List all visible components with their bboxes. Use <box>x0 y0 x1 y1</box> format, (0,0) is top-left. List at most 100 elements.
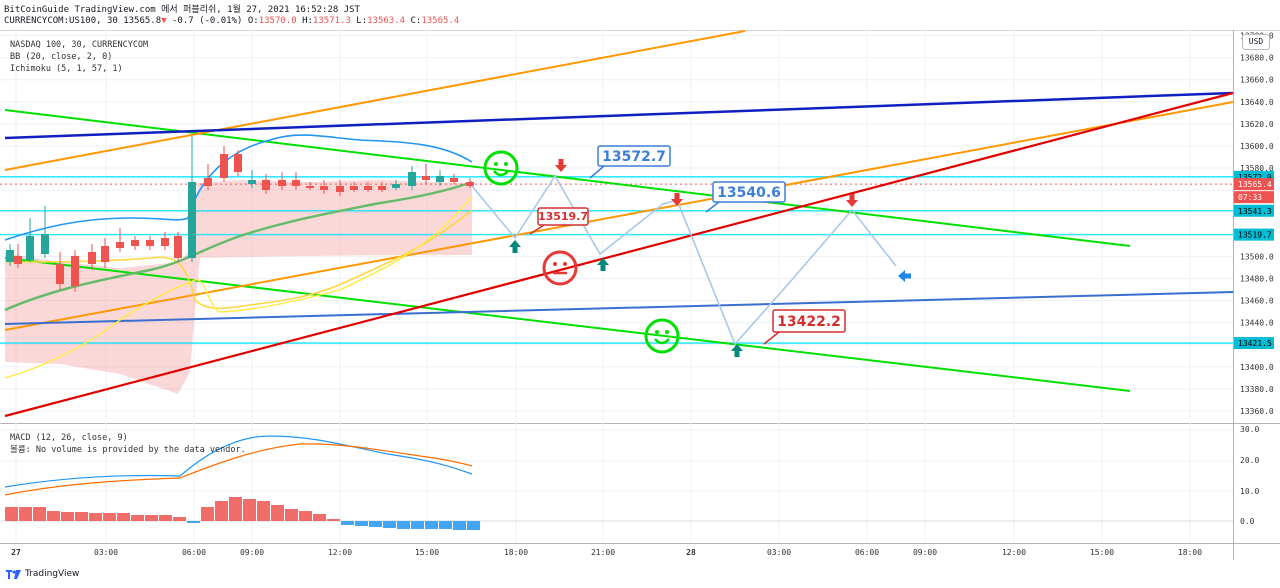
price-tag <box>1234 204 1274 217</box>
legend-symbol[interactable]: NASDAQ 100, 30, CURRENCYCOM <box>10 40 149 50</box>
candle-body <box>436 176 444 182</box>
tradingview-logo-icon <box>6 569 21 579</box>
macd-bar <box>187 521 200 523</box>
macd-bar <box>257 501 270 521</box>
macd-line <box>4 435 473 488</box>
candle-body <box>364 186 372 190</box>
blue-resistance-line <box>4 91 1234 140</box>
face-eye <box>504 162 508 166</box>
callout-pointer <box>529 224 545 235</box>
macd-bar <box>117 513 130 521</box>
candle-body <box>220 154 228 178</box>
callout-label: 13540.6 <box>717 185 781 201</box>
macd-bar <box>369 521 382 527</box>
macd-bar <box>411 521 424 529</box>
candle-body <box>88 252 96 264</box>
candle-body <box>116 242 124 248</box>
time-axis-label: 09:00 <box>913 548 937 557</box>
ichimoku-cloud <box>5 180 472 394</box>
face-mouth <box>654 338 670 345</box>
time-axis-label: 15:00 <box>415 548 439 557</box>
time-axis-label: 18:00 <box>504 548 528 557</box>
candle-body <box>234 154 242 172</box>
macd-bar <box>425 521 438 529</box>
symbol-ohlc-bar: CURRENCYCOM:US100, 30 13565.8▼ -0.7 (-0.… <box>4 16 460 26</box>
callout-label: 13519.7 <box>538 210 588 223</box>
happy-face-icon <box>483 150 519 186</box>
price-axis-label: 13500.0 <box>1240 252 1274 261</box>
channel-lower-line <box>4 257 1131 392</box>
macd-bar <box>383 521 396 528</box>
face-outline <box>644 318 680 354</box>
callout-label: 13572.7 <box>602 149 666 165</box>
candle-body <box>101 246 109 262</box>
candle-body <box>378 186 386 190</box>
price-axis-label: 13580.0 <box>1240 164 1274 173</box>
last-price: 13565.8 <box>123 16 162 26</box>
time-axis-label: 21:00 <box>591 548 615 557</box>
macd-bar <box>131 515 144 521</box>
callout-label: 13422.2 <box>777 314 841 330</box>
callout-box <box>537 207 589 226</box>
time-axis-label: 12:00 <box>1002 548 1026 557</box>
candle-body <box>174 236 182 258</box>
price-axis-label: 13380.0 <box>1240 385 1274 394</box>
candle-body <box>56 264 64 284</box>
time-axis-border <box>0 543 1280 544</box>
legend-bb[interactable]: BB (20, close, 2, 0) <box>10 52 113 62</box>
currency-button[interactable]: USD <box>1242 34 1270 50</box>
high-value: 13571.3 <box>312 16 351 26</box>
face-eye <box>655 330 659 334</box>
candles <box>6 136 474 292</box>
face-outline <box>483 150 519 186</box>
candle-body <box>336 186 344 192</box>
candle-body <box>278 180 286 186</box>
legend-ichimoku[interactable]: Ichimoku (5, 1, 57, 1) <box>10 64 123 74</box>
macd-bar <box>397 521 410 529</box>
face-eye <box>665 330 669 334</box>
price-axis-label: 13360.0 <box>1240 407 1274 416</box>
time-axis-label: 06:00 <box>182 548 206 557</box>
time-axis-label: 09:00 <box>240 548 264 557</box>
candle-body <box>306 186 314 188</box>
callout-pointer <box>705 201 720 213</box>
callout-box <box>712 181 786 203</box>
candle-body <box>422 176 430 180</box>
macd-bar <box>61 512 74 521</box>
neutral-face-icon <box>542 250 578 286</box>
symbol-label[interactable]: CURRENCYCOM:US100, 30 <box>4 16 118 26</box>
projection-path <box>471 174 897 346</box>
macd-bar <box>341 521 354 525</box>
macd-axis-label: 30.0 <box>1240 425 1259 434</box>
macd-bar <box>145 515 158 521</box>
price-tag <box>1234 178 1274 191</box>
bb-basis-line <box>4 180 473 312</box>
candle-body <box>392 184 400 188</box>
candle-body <box>6 250 14 262</box>
price-tag-label: 13519.7 <box>1238 231 1272 240</box>
macd-axis-label: 20.0 <box>1240 456 1259 465</box>
price-tag-label: 13572.0 <box>1238 173 1272 182</box>
price-axis-border <box>1233 30 1234 560</box>
face-mouth <box>493 170 509 177</box>
price-tag-label: 13541.3 <box>1238 207 1272 216</box>
macd-histogram <box>5 497 480 530</box>
macd-bar <box>299 511 312 521</box>
callout-box <box>772 309 846 333</box>
candle-body <box>408 172 416 186</box>
macd-bar <box>327 519 340 521</box>
candle-body <box>188 182 196 258</box>
macd-signal-line <box>4 443 473 496</box>
legend-macd[interactable]: MACD (12, 26, close, 9) <box>10 433 128 443</box>
callout-pointer <box>589 165 605 179</box>
down-arrow-icon: ▼ <box>161 16 167 26</box>
price-change: -0.7 (-0.01%) <box>172 16 243 26</box>
macd-bar <box>159 515 172 521</box>
macd-bar <box>215 501 228 521</box>
candle-body <box>146 240 154 246</box>
candle-body <box>26 236 34 260</box>
candle-body <box>41 234 49 254</box>
price-tag-label: 13565.4 <box>1238 180 1272 189</box>
tradingview-logo[interactable]: TradingView <box>6 569 79 579</box>
